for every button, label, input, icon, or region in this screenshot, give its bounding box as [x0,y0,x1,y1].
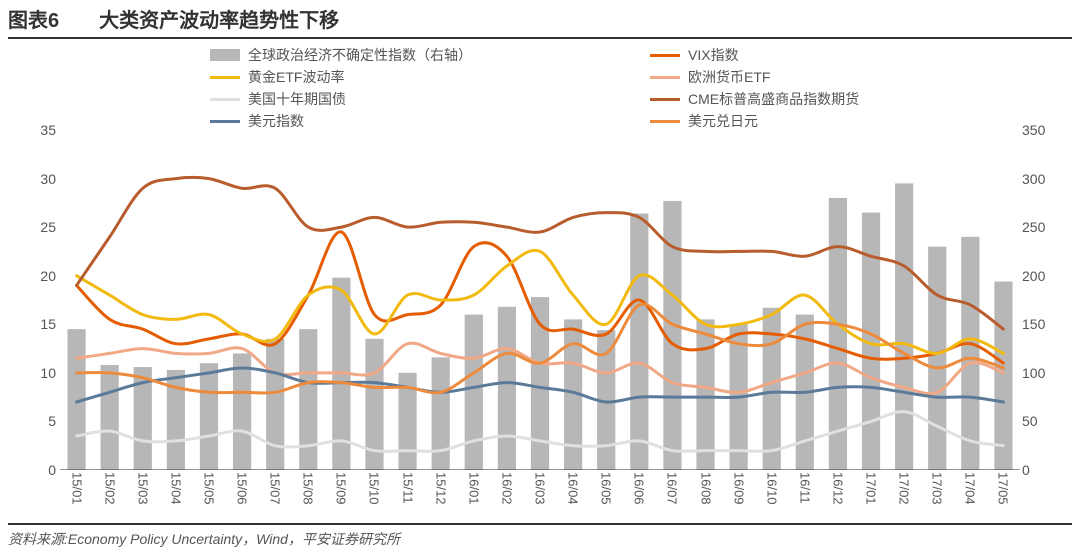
figure-number: 图表6 [8,4,59,33]
x-tick: 15/06 [235,472,250,505]
y-tick-left: 5 [20,413,56,429]
bar [696,319,714,470]
y-tick-left: 10 [20,365,56,381]
x-tick: 16/08 [698,472,713,505]
x-tick: 16/03 [533,472,548,505]
x-tick: 15/07 [268,472,283,505]
figure-title: 大类资产波动率趋势性下移 [99,4,339,33]
bar [432,357,450,470]
x-tick: 15/10 [367,472,382,505]
legend-label: 欧洲货币ETF [688,67,770,87]
x-tick: 15/04 [168,472,183,505]
x-tick: 15/12 [433,472,448,505]
source-citation: 资料来源:Economy Policy Uncertainty，Wind，平安证… [8,523,1072,549]
x-tick: 16/10 [764,472,779,505]
bar [233,353,251,470]
legend-item: 黄金ETF波动率 [210,67,590,87]
legend-label: CME标普高盛商品指数期货 [688,89,859,109]
bar [498,307,516,470]
x-tick: 17/02 [897,472,912,505]
x-tick: 15/01 [69,472,84,505]
y-tick-left: 0 [20,462,56,478]
y-tick-right: 350 [1022,122,1066,138]
legend: 全球政治经济不确定性指数（右轴） VIX指数黄金ETF波动率 欧洲货币ETF 美国十年… [210,45,1080,131]
x-tick: 16/12 [830,472,845,505]
y-axis-left: 05101520253035 [20,130,56,470]
bar [200,363,218,470]
legend-label: 全球政治经济不确定性指数（右轴） [248,45,472,65]
y-tick-left: 30 [20,171,56,187]
chart-figure: 图表6 大类资产波动率趋势性下移 全球政治经济不确定性指数（右轴） VIX指数黄金… [0,0,1080,555]
x-tick: 17/05 [996,472,1011,505]
legend-label: 美元指数 [248,111,304,131]
y-tick-left: 35 [20,122,56,138]
x-tick: 15/08 [301,472,316,505]
bar [961,237,979,470]
legend-swatch-line [210,120,240,123]
x-tick: 17/03 [930,472,945,505]
bar [101,365,119,470]
plot-area [60,130,1020,470]
x-tick: 15/11 [400,472,415,504]
legend-item: 全球政治经济不确定性指数（右轴） [210,45,590,65]
legend-swatch-line [650,54,680,57]
legend-item: 美国十年期国债 [210,89,590,109]
x-tick: 16/02 [499,472,514,505]
x-tick: 15/09 [334,472,349,505]
x-tick: 16/06 [632,472,647,505]
bar [630,214,648,470]
legend-swatch-line [650,76,680,79]
y-tick-right: 0 [1022,462,1066,478]
bar [994,282,1012,470]
y-axis-right: 050100150200250300350 [1022,130,1066,470]
legend-label: 美元兑日元 [688,111,758,131]
y-tick-left: 20 [20,268,56,284]
x-tick: 16/07 [665,472,680,505]
x-tick: 16/04 [566,472,581,505]
legend-swatch-line [650,98,680,101]
legend-item: VIX指数 [650,45,1030,65]
legend-item: 美元指数 [210,111,590,131]
x-tick: 17/04 [963,472,978,505]
source-text: 资料来源:Economy Policy Uncertainty，Wind，平安证… [8,531,400,547]
y-tick-right: 300 [1022,171,1066,187]
x-tick: 16/11 [797,472,812,504]
y-tick-right: 50 [1022,413,1066,429]
legend-item: CME标普高盛商品指数期货 [650,89,1030,109]
bar [928,247,946,470]
y-tick-right: 100 [1022,365,1066,381]
legend-swatch-line [650,120,680,123]
x-tick: 15/02 [102,472,117,505]
bar [895,183,913,470]
legend-label: VIX指数 [688,45,739,65]
legend-item: 欧洲货币ETF [650,67,1030,87]
y-tick-right: 150 [1022,316,1066,332]
x-tick: 16/09 [731,472,746,505]
y-tick-right: 250 [1022,219,1066,235]
x-tick: 16/01 [466,472,481,505]
x-tick: 16/05 [599,472,614,505]
plot-svg [60,130,1020,470]
bar [465,315,483,470]
title-bar: 图表6 大类资产波动率趋势性下移 [8,0,1072,39]
x-tick: 15/05 [201,472,216,505]
legend-label: 黄金ETF波动率 [248,67,344,87]
legend-swatch-bar [210,49,240,61]
y-tick-left: 15 [20,316,56,332]
legend-swatch-line [210,76,240,79]
y-tick-left: 25 [20,219,56,235]
legend-item: 美元兑日元 [650,111,1030,131]
x-tick: 17/01 [864,472,879,505]
x-tick: 15/03 [135,472,150,505]
bar [299,329,317,470]
bar [266,339,284,470]
legend-label: 美国十年期国债 [248,89,346,109]
legend-swatch-line [210,98,240,101]
y-tick-right: 200 [1022,268,1066,284]
